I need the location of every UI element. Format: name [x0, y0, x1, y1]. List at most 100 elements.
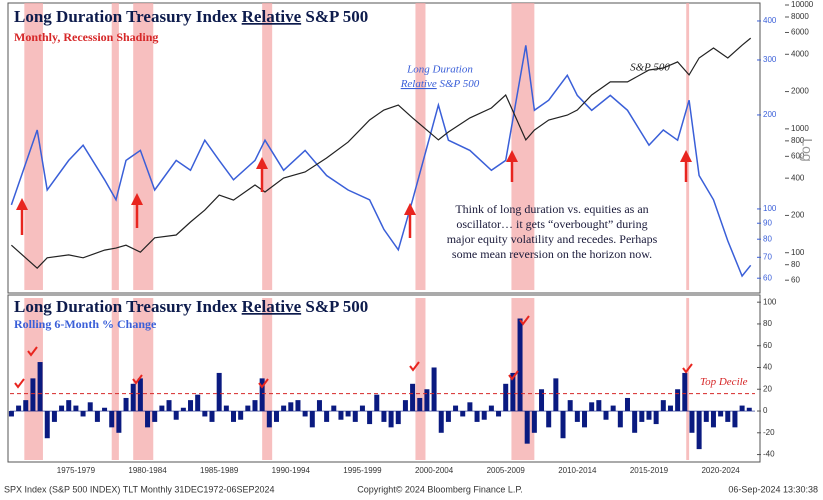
- footer-right: 06-Sep-2024 13:30:38: [728, 484, 818, 494]
- bar: [367, 411, 373, 425]
- bar: [73, 405, 79, 412]
- reference-label: Top Decile: [700, 376, 748, 388]
- y2-tick-label: 10000: [791, 0, 814, 9]
- bar: [653, 411, 659, 425]
- bar: [359, 405, 365, 412]
- arrows: [16, 150, 692, 238]
- bar: [188, 400, 194, 412]
- bar: [732, 411, 738, 428]
- bar: [381, 411, 387, 422]
- x-tick-label: 2015-2019: [630, 466, 669, 475]
- y2-tick-label: 2000: [791, 87, 809, 96]
- checkmark: [508, 370, 519, 381]
- bar: [273, 411, 279, 422]
- bar: [145, 411, 151, 428]
- bar: [560, 411, 566, 439]
- bar: [331, 405, 337, 412]
- y-tick-label: 60: [763, 273, 772, 282]
- bar: [345, 411, 351, 417]
- y2-tick-label: 8000: [791, 12, 809, 21]
- bar: [202, 411, 208, 417]
- bar: [245, 405, 251, 412]
- bar: [474, 411, 480, 422]
- bar: [689, 411, 695, 433]
- bar: [746, 407, 752, 412]
- y-tick-label: -40: [763, 450, 775, 459]
- bar: [667, 405, 673, 412]
- y-tick-label: 300: [763, 55, 777, 64]
- y2-tick-label: 100: [791, 248, 805, 257]
- x-tick-label: 1980-1984: [128, 466, 167, 475]
- x-tick-label: 2000-2004: [415, 466, 454, 475]
- bar: [503, 383, 509, 412]
- y-tick-label: 100: [763, 204, 777, 213]
- bar: [539, 389, 545, 412]
- recession-shade: [262, 3, 273, 290]
- bar: [216, 372, 222, 412]
- bar: [23, 400, 29, 412]
- bar: [718, 411, 724, 417]
- annotation: Think of long duration vs. equities as a…: [447, 202, 658, 261]
- x-tick-label: 1985-1989: [200, 466, 239, 475]
- bar: [567, 400, 573, 412]
- y2-tick-label: 60: [791, 275, 800, 284]
- bar: [646, 411, 652, 420]
- recession-shade: [24, 3, 43, 290]
- bar: [467, 402, 473, 412]
- bar: [87, 402, 93, 412]
- x-tick-label: 1975-1979: [57, 466, 96, 475]
- y-tick-label: 0: [763, 406, 768, 415]
- series-line: [11, 37, 752, 270]
- bar: [16, 405, 22, 412]
- bar: [402, 400, 408, 412]
- footer-center: Copyright© 2024 Bloomberg Finance L.P.: [357, 484, 523, 494]
- bar: [424, 389, 430, 412]
- bar: [481, 411, 487, 420]
- bar: [44, 411, 50, 439]
- y-tick-label: 400: [763, 16, 777, 25]
- chart-title: Long Duration Treasury Index Relative S&…: [14, 297, 368, 316]
- bar: [596, 400, 602, 412]
- bar: [603, 411, 609, 420]
- recession-shade: [686, 3, 690, 290]
- y2-tick-label: 600: [791, 151, 805, 160]
- bar: [116, 411, 122, 433]
- bar: [295, 400, 301, 412]
- annotation-line: oscillator… it gets “overbought” during: [456, 217, 647, 231]
- bar: [309, 411, 315, 428]
- checkmark: [682, 363, 693, 374]
- bar: [438, 411, 444, 433]
- bar: [675, 389, 681, 412]
- bar: [324, 411, 330, 422]
- bar: [524, 411, 530, 444]
- bar: [682, 372, 688, 412]
- bar: [445, 411, 451, 422]
- bar: [30, 378, 36, 412]
- chart-subtitle: Monthly, Recession Shading: [14, 30, 158, 44]
- checkmarks: [14, 315, 693, 389]
- y-tick-label: 200: [763, 110, 777, 119]
- series-label: S&P 500: [630, 62, 670, 74]
- y-tick-label: 40: [763, 363, 772, 372]
- bar: [617, 411, 623, 428]
- bar: [710, 411, 716, 428]
- x-tick-label: 1990-1994: [272, 466, 311, 475]
- bar: [725, 411, 731, 422]
- bar: [231, 411, 236, 422]
- bar: [159, 405, 165, 412]
- bottom-panel-frame: [7, 294, 761, 463]
- bar: [338, 411, 344, 420]
- bar: [739, 405, 745, 412]
- bar: [152, 411, 158, 422]
- bar: [660, 400, 666, 412]
- bar: [137, 378, 143, 412]
- recession-shade: [686, 298, 690, 460]
- series-label: Long Duration: [406, 64, 473, 76]
- arrow-head: [16, 198, 28, 210]
- checkmark: [519, 315, 530, 326]
- bar: [460, 411, 466, 417]
- checkmark: [132, 374, 143, 385]
- arrow-head: [506, 150, 518, 162]
- y-tick-label: -20: [763, 428, 775, 437]
